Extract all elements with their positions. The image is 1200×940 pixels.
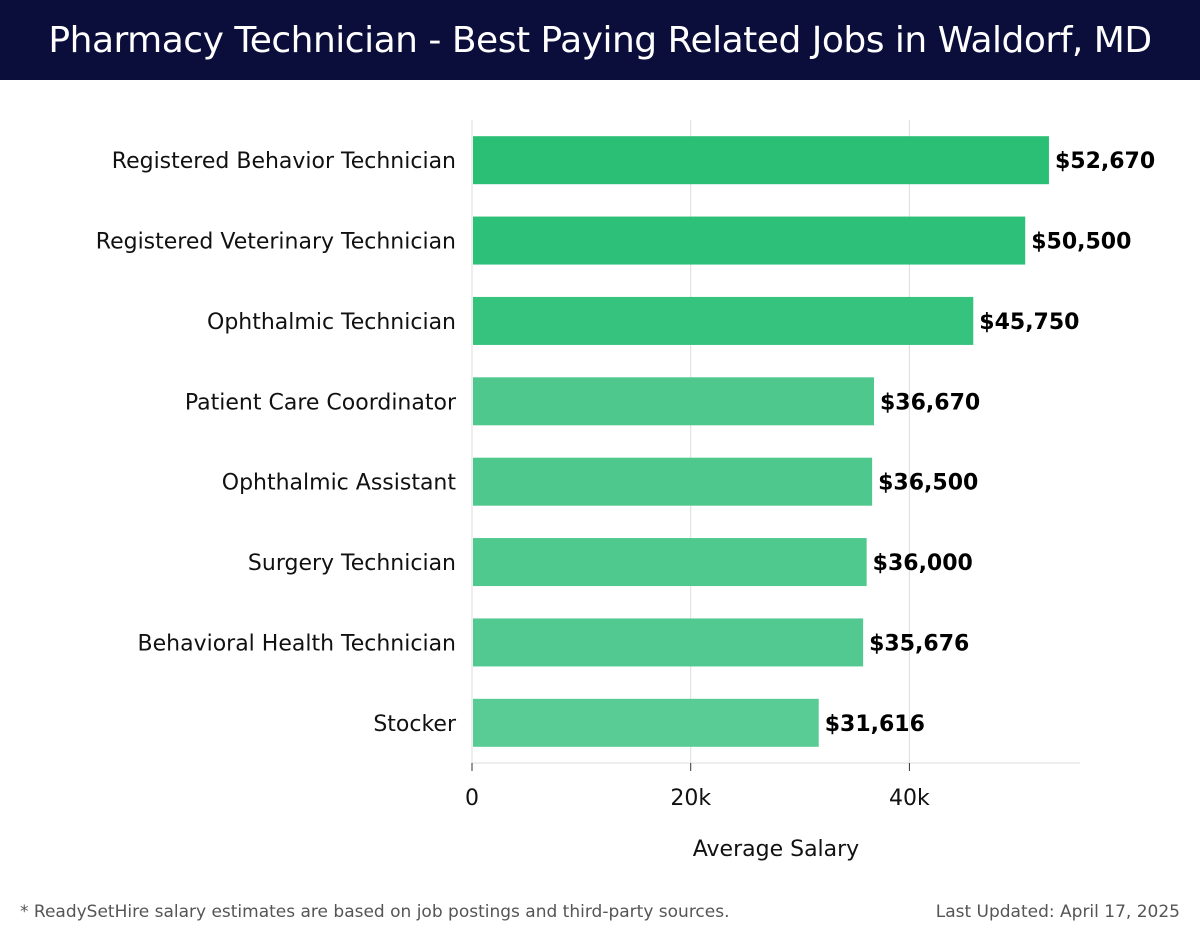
- x-axis-ticks: 0 20k 40k: [465, 763, 930, 811]
- x-tick-label: 0: [465, 786, 479, 811]
- x-tick-label: 20k: [670, 786, 711, 811]
- value-label: $36,500: [878, 471, 978, 496]
- bar: [473, 216, 1026, 265]
- category-label: Registered Veterinary Technician: [96, 230, 456, 255]
- category-label: Surgery Technician: [248, 551, 456, 576]
- bar: [473, 618, 864, 667]
- category-labels: Registered Behavior Technician Registered…: [96, 149, 457, 737]
- salary-bar-chart: Registered Behavior Technician Registered…: [96, 120, 1155, 862]
- category-label: Ophthalmic Technician: [207, 310, 456, 335]
- value-label: $36,000: [873, 551, 973, 576]
- value-label: $36,670: [880, 390, 980, 415]
- grid-lines: [471, 120, 1080, 764]
- value-label: $35,676: [869, 631, 969, 656]
- value-labels: $52,670 $50,500 $45,750 $36,670 $36,500 $36,0…: [825, 149, 1155, 737]
- bar: [473, 377, 874, 426]
- value-label: $45,750: [979, 310, 1079, 335]
- value-label: $52,670: [1055, 149, 1155, 174]
- bar: [473, 136, 1049, 185]
- page-title: Pharmacy Technician - Best Paying Relate…: [48, 19, 1152, 61]
- category-label: Stocker: [373, 712, 457, 737]
- value-label: $31,616: [825, 712, 925, 737]
- category-label: Registered Behavior Technician: [112, 149, 456, 174]
- last-updated: Last Updated: April 17, 2025: [935, 902, 1180, 922]
- bars: [473, 136, 1049, 747]
- value-label: $50,500: [1031, 230, 1131, 255]
- category-label: Patient Care Coordinator: [185, 390, 457, 415]
- x-tick-label: 40k: [889, 786, 930, 811]
- bar: [473, 457, 873, 506]
- category-label: Behavioral Health Technician: [138, 631, 456, 656]
- bar: [473, 538, 867, 587]
- bar: [473, 698, 819, 747]
- header-banner: Pharmacy Technician - Best Paying Relate…: [0, 0, 1200, 80]
- footer-note: * ReadySetHire salary estimates are base…: [20, 902, 730, 922]
- category-label: Ophthalmic Assistant: [222, 471, 457, 496]
- x-axis-label: Average Salary: [693, 837, 859, 862]
- bar: [473, 296, 974, 345]
